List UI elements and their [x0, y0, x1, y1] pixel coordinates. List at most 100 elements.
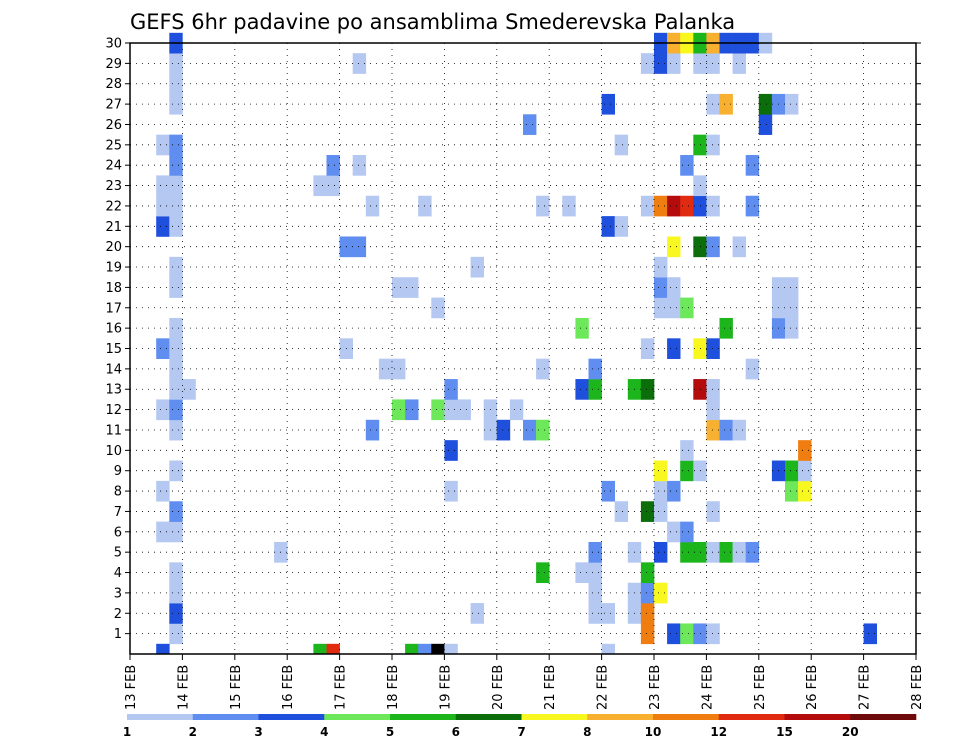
heatmap-cell [601, 643, 615, 655]
legend-label: 12 [710, 725, 727, 739]
heatmap-cell [654, 582, 668, 604]
x-tick-label: 19 FEB [438, 665, 453, 710]
y-tick-label: 15 [105, 342, 122, 357]
heatmap-cell [444, 643, 458, 655]
heatmap-cell [392, 277, 406, 298]
heatmap-cell [156, 216, 170, 237]
heatmap-cell [785, 277, 799, 298]
heatmap-cell [588, 379, 602, 400]
heatmap-cell [156, 338, 170, 359]
heatmap-cell [536, 195, 550, 217]
heatmap-cell [601, 603, 615, 624]
heatmap-cell [719, 419, 733, 441]
heatmap-cell [719, 541, 733, 563]
legend-swatch [192, 714, 259, 720]
legend-swatch [718, 714, 785, 720]
heatmap-cell [431, 297, 445, 319]
heatmap-cell [156, 521, 170, 543]
heatmap-cell [706, 623, 720, 645]
heatmap-cell [536, 419, 550, 441]
heatmap-cell [785, 317, 799, 339]
heatmap-cell [405, 277, 419, 298]
x-tick-label: 17 FEB [334, 665, 349, 710]
x-tick-label: 21 FEB [543, 665, 558, 710]
y-tick-label: 17 [105, 301, 122, 316]
heatmap-cell [509, 399, 524, 421]
heatmap-cell [732, 419, 746, 441]
heatmap-cell [418, 643, 432, 655]
heatmap-cell [745, 195, 760, 217]
heatmap-cell [706, 419, 720, 441]
heatmap-cell [444, 399, 458, 421]
heatmap-cell [680, 155, 694, 176]
heatmap-cell [745, 155, 760, 176]
heatmap-cell [758, 114, 773, 135]
heatmap-cell [706, 399, 720, 421]
y-tick-label: 19 [105, 261, 122, 276]
heatmap-cell [169, 358, 183, 380]
heatmap-cell [169, 175, 183, 197]
heatmap-cell [431, 643, 445, 655]
heatmap-cell [785, 93, 799, 115]
heatmap-cell [470, 256, 484, 278]
heatmap-cell [326, 155, 340, 176]
heatmap-cell [680, 195, 694, 217]
heatmap-cell [706, 53, 720, 74]
chart-title: GEFS 6hr padavine po ansamblima Smederev… [130, 10, 735, 34]
y-tick-label: 9 [114, 464, 122, 479]
heatmap-cell [156, 175, 170, 197]
legend-label: 5 [386, 725, 394, 739]
legend-label: 6 [452, 725, 460, 739]
heatmap-cell [667, 277, 681, 298]
y-tick-label: 22 [105, 199, 122, 214]
heatmap-cell [169, 603, 183, 624]
legend-swatch [784, 714, 851, 720]
y-tick-label: 4 [114, 566, 122, 581]
y-tick-label: 25 [105, 138, 122, 153]
heatmap-cell [719, 93, 733, 115]
heatmap-cell [523, 419, 537, 441]
heatmap-cell [156, 643, 170, 655]
heatmap-cell [654, 195, 668, 217]
y-tick-label: 13 [105, 383, 122, 398]
heatmap-cell [588, 562, 602, 584]
heatmap-cell [169, 53, 183, 74]
heatmap-cell [654, 460, 668, 482]
heatmap-cell [378, 358, 393, 380]
heatmap-cell [614, 134, 629, 156]
legend-swatch [653, 714, 720, 720]
heatmap-cell [667, 236, 681, 258]
x-tick-label: 16 FEB [281, 665, 296, 710]
legend-swatch [127, 714, 194, 720]
heatmap-cell [588, 582, 602, 604]
legend-swatch [521, 714, 588, 720]
heatmap-cell [313, 643, 327, 655]
heatmap-cell [431, 399, 445, 421]
heatmap-cell [667, 53, 681, 74]
heatmap-cell [667, 338, 681, 359]
legend-label: 10 [645, 725, 662, 739]
heatmap-cell [667, 521, 681, 543]
heatmap-cell [156, 480, 170, 502]
heatmap-cell [169, 562, 183, 584]
heatmap-cell [169, 195, 183, 217]
heatmap-cell [392, 358, 406, 380]
heatmap-cell [313, 175, 327, 197]
y-tick-label: 18 [105, 281, 122, 296]
heatmap-cell [758, 93, 773, 115]
y-tick-label: 16 [105, 322, 122, 337]
heatmap-cell [785, 480, 799, 502]
heatmap-cell [169, 399, 183, 421]
x-tick-label: 22 FEB [596, 665, 611, 710]
heatmap-cell [640, 623, 655, 645]
heatmap-cell [719, 317, 733, 339]
heatmap-cell [732, 236, 746, 258]
heatmap-cell [640, 379, 655, 400]
y-tick-label: 24 [105, 159, 122, 174]
heatmap-cell [496, 419, 511, 441]
heatmap-cell [156, 195, 170, 217]
heatmap-cell [640, 562, 655, 584]
heatmap-cell [470, 603, 484, 624]
y-tick-label: 3 [114, 586, 122, 601]
